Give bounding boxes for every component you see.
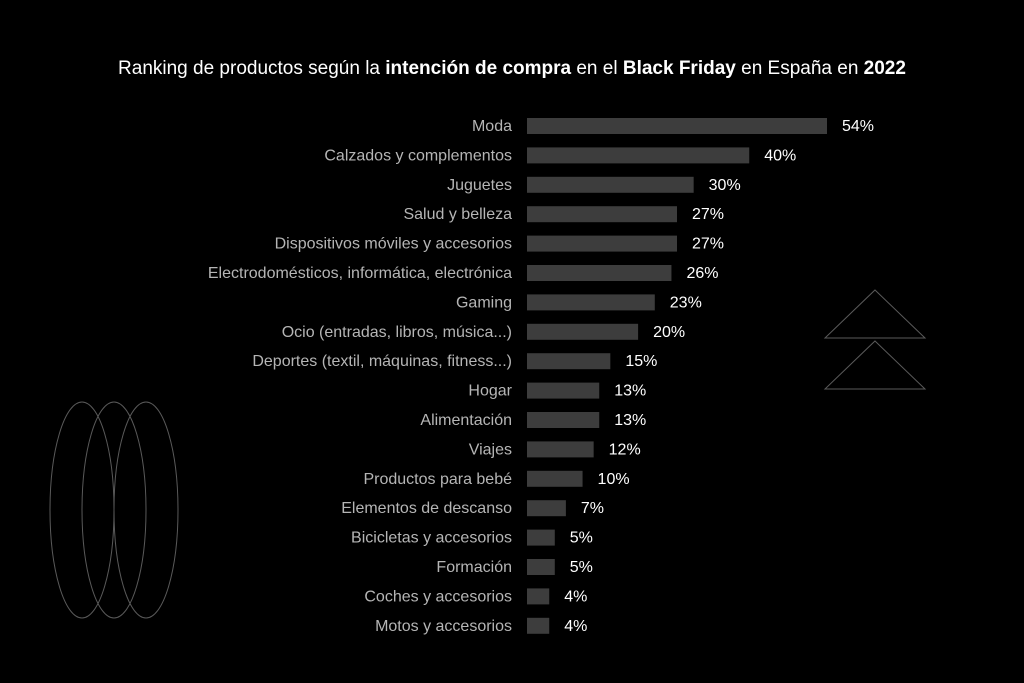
category-label: Gaming: [456, 294, 512, 311]
category-label: Ocio (entradas, libros, música...): [282, 324, 512, 341]
category-label: Coches y accesorios: [364, 588, 512, 605]
category-label: Juguetes: [447, 177, 512, 194]
bar: [527, 617, 550, 634]
decorative-triangle-bottom: [823, 340, 927, 390]
bar: [527, 382, 600, 399]
decorative-triangles: [823, 289, 927, 390]
category-label: Hogar: [468, 383, 512, 400]
bar: [527, 118, 827, 134]
bar: [527, 235, 677, 252]
category-label: Salud y belleza: [403, 206, 512, 223]
category-label: Bicicletas y accesorios: [351, 530, 512, 547]
category-label: Formación: [436, 559, 512, 576]
category-label: Alimentación: [420, 412, 512, 429]
bar: [527, 206, 677, 223]
title-part-2: en el: [571, 58, 623, 79]
category-label: Electrodomésticos, informática, electrón…: [208, 265, 512, 282]
bar: [527, 265, 672, 281]
category-label: Deportes (textil, máquinas, fitness...): [252, 353, 512, 370]
category-label: Elementos de descanso: [341, 500, 512, 517]
chart-title: Ranking de productos según la intención …: [0, 58, 1024, 80]
bar: [527, 500, 566, 517]
value-label: 26%: [686, 265, 718, 282]
bar: [527, 176, 694, 193]
category-label: Productos para bebé: [363, 471, 512, 488]
title-part-1: Ranking de productos según la: [118, 58, 386, 79]
value-label: 30%: [709, 177, 741, 194]
bar: [527, 559, 555, 575]
bar: [527, 147, 750, 164]
value-label: 4%: [564, 588, 587, 605]
value-label: 27%: [692, 206, 724, 223]
bar: [527, 529, 555, 546]
bar: [527, 412, 600, 428]
title-part-3: en España en: [735, 58, 864, 79]
value-label: 27%: [692, 236, 724, 253]
category-label: Motos y accesorios: [375, 618, 512, 635]
title-bold-3: 2022: [863, 58, 906, 79]
value-label: 54%: [842, 118, 874, 135]
decorative-ellipse-middle: [81, 401, 147, 619]
decorative-ellipse-right: [113, 401, 179, 619]
bar: [527, 294, 655, 311]
decorative-ellipses: [49, 401, 179, 619]
value-label: 4%: [564, 618, 587, 635]
title-bold-2: Black Friday: [622, 58, 736, 79]
value-label: 5%: [570, 530, 593, 547]
value-label: 5%: [570, 559, 593, 576]
bar: [527, 470, 583, 487]
value-label: 13%: [614, 383, 646, 400]
category-label: Viajes: [469, 441, 512, 458]
value-label: 20%: [653, 324, 685, 341]
value-label: 10%: [598, 471, 630, 488]
value-label: 7%: [581, 500, 604, 517]
value-label: 15%: [625, 353, 657, 370]
category-label: Dispositivos móviles y accesorios: [275, 236, 512, 253]
value-label: 40%: [764, 147, 796, 164]
value-label: 23%: [670, 294, 702, 311]
bar: [527, 323, 639, 340]
bar: [527, 441, 594, 458]
bar: [527, 353, 611, 370]
category-label: Moda: [472, 118, 512, 135]
decorative-triangle-top: [823, 289, 927, 339]
category-label: Calzados y complementos: [324, 147, 512, 164]
title-bold-1: intención de compra: [385, 58, 572, 79]
value-label: 13%: [614, 412, 646, 429]
value-label: 12%: [609, 441, 641, 458]
bar: [527, 588, 550, 605]
